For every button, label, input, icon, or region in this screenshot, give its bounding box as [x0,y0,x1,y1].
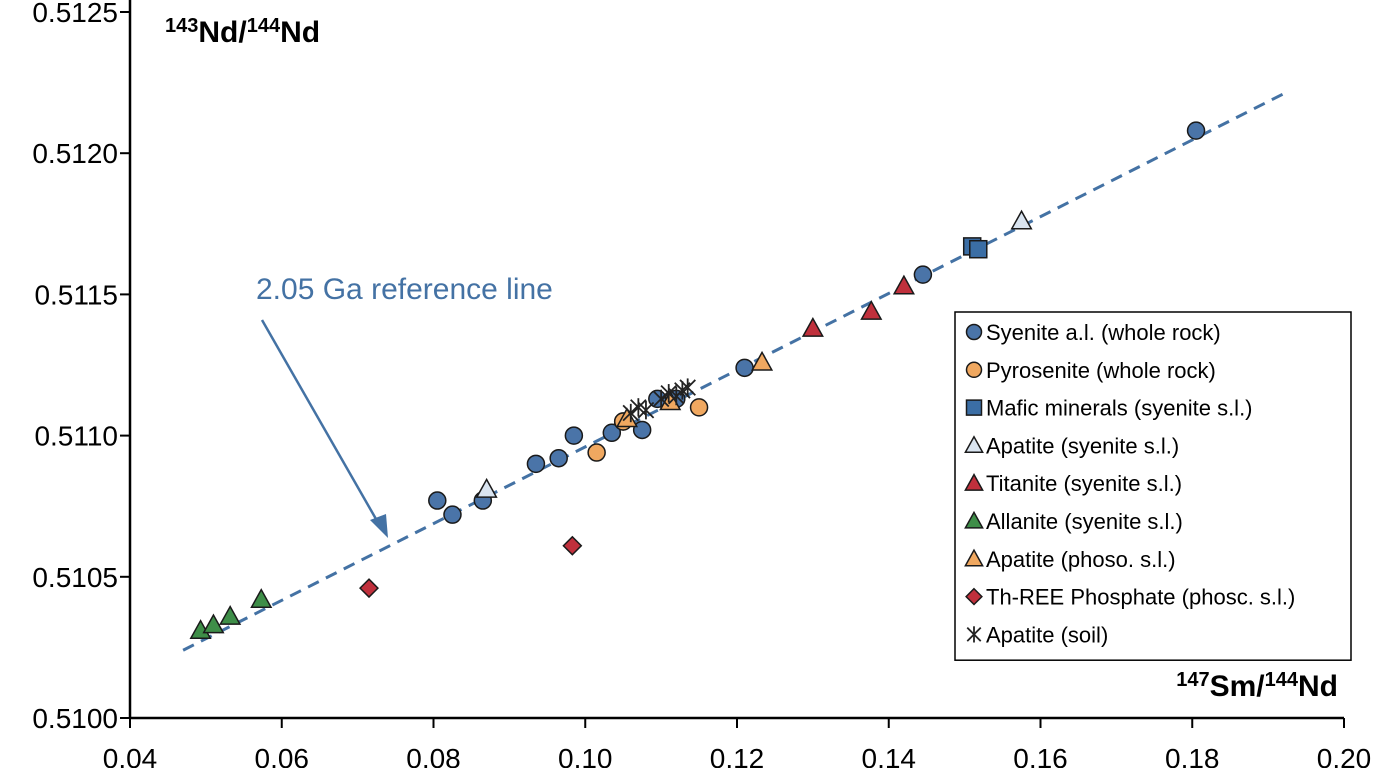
x-tick-label: 0.16 [1013,743,1068,768]
legend-label: Apatite (soil) [986,622,1108,647]
legend-label: Syenite a.l. (whole rock) [986,320,1221,345]
y-axis-title-part2: Nd [280,16,320,49]
legend-marker [965,323,983,341]
data-point [892,274,915,295]
x-axis-title-part2: Nd [1298,670,1338,703]
legend-item: Mafic minerals (syenite s.l.) [965,396,1253,421]
annotation-arrow [260,319,382,527]
reference-line-label: 2.05 Ga reference line [256,273,553,306]
y-tick-label: 0.5115 [34,279,118,310]
data-point [587,443,606,462]
legend-marker [964,548,984,567]
y-tick-label: 0.5110 [34,421,118,452]
legend: Syenite a.l. (whole rock) Pyrosenite (who… [954,311,1352,661]
legend-label: Mafic minerals (syenite s.l.) [986,396,1253,421]
data-point [359,578,379,599]
legend-label: Allanite (syenite s.l.) [986,509,1183,534]
tick-labels: 0.04 0.06 0.08 0.10 0.12 0.14 0.16 0.18 0.20 0.51… [32,0,1371,768]
y-axis-title-part1: Nd/ [198,16,247,49]
x-axis-title-sup1: 147 [1176,669,1209,691]
legend-item: Th-REE Phosphate (phosc. s.l.) [965,585,1295,610]
data-point [1010,209,1033,230]
data-point [562,535,583,556]
data-point [564,426,584,445]
data-point [622,403,640,423]
data-point [969,239,988,259]
legend-label: Apatite (phoso. s.l.) [986,547,1176,572]
axes [120,0,1345,728]
data-point [735,358,754,378]
data-point [689,398,709,417]
data-point [549,448,568,468]
data-point [602,423,622,443]
legend-item: Apatite (syenite s.l.) [964,433,1179,458]
x-tick-label: 0.04 [103,743,158,768]
y-axis-title: 143Nd/144Nd [165,15,320,49]
data-point [679,378,696,397]
reference-line [182,92,1284,652]
y-tick-label: 0.5120 [32,138,118,169]
data-point [219,605,242,625]
legend-label: Pyrosenite (whole rock) [986,358,1216,383]
x-tick-label: 0.08 [406,743,461,768]
data-point [428,491,447,510]
data-point [526,454,546,474]
legend-marker [964,473,984,491]
x-tick-label: 0.06 [255,743,310,768]
data-point [652,389,670,409]
data-points [189,121,1206,640]
data-point [632,420,652,440]
data-point [202,613,225,634]
legend-item: Allanite (syenite s.l.) [964,509,1183,534]
data-point [250,588,273,608]
y-tick-label: 0.5105 [32,562,118,593]
data-point [750,350,774,371]
legend-box [954,311,1352,661]
x-axis-title-part1: Sm/ [1210,670,1266,703]
data-point [1186,121,1206,140]
x-axis-title: 147Sm/144Nd [1176,669,1338,703]
reference-line-layer [182,92,1284,652]
data-point [913,265,933,284]
data-point [443,505,462,524]
series-2 [962,237,988,259]
series-8 [622,378,696,423]
legend-item: Apatite (phoso. s.l.) [964,547,1176,572]
legend-marker [964,510,984,529]
legend-item: Apatite (soil) [966,622,1108,647]
y-axis-title-sup1: 143 [165,15,198,37]
series-3 [475,209,1033,498]
legend-label: Apatite (syenite s.l.) [986,433,1179,458]
annotation-arrowhead [370,514,388,538]
x-tick-label: 0.20 [1317,743,1372,768]
data-point [801,316,824,337]
y-tick-label: 0.5125 [32,0,118,28]
legend-label: Titanite (syenite s.l.) [986,471,1182,496]
series-5 [189,588,273,640]
x-tick-label: 0.10 [558,743,613,768]
series-7 [359,535,583,599]
legend-marker [964,435,984,454]
x-tick-label: 0.18 [1165,743,1220,768]
data-point [475,477,498,498]
legend-item: Titanite (syenite s.l.) [964,471,1182,496]
legend-item: Syenite a.l. (whole rock) [965,320,1221,345]
legend-item: Pyrosenite (whole rock) [965,358,1216,383]
legend-marker [966,626,982,643]
data-point [860,300,883,320]
legend-marker [965,587,983,606]
x-tick-label: 0.12 [710,743,765,768]
reference-line-annotation: 2.05 Ga reference line [256,273,553,538]
series-4 [801,274,915,337]
x-axis-title-sup2: 144 [1265,669,1299,691]
x-tick-label: 0.14 [862,743,917,768]
data-point [637,401,655,420]
y-axis-title-sup2: 144 [247,15,281,37]
legend-label: Th-REE Phosphate (phosc. s.l.) [986,585,1295,610]
y-tick-label: 0.5100 [32,703,118,734]
legend-marker [965,399,983,416]
legend-marker [965,361,983,379]
